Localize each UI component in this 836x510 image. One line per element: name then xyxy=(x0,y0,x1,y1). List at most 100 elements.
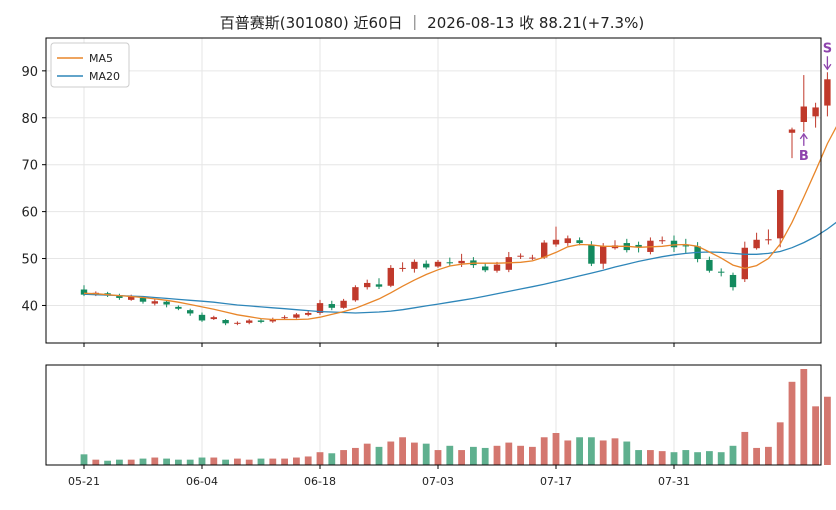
candle-body xyxy=(80,289,88,295)
volume-bar xyxy=(529,446,536,465)
volume-bar xyxy=(635,450,642,465)
candle-body xyxy=(128,297,135,300)
volume-bar xyxy=(422,443,430,465)
candle-body xyxy=(139,297,147,302)
sell-signal-label: S xyxy=(823,41,832,56)
volume-bar xyxy=(694,452,701,465)
x-tick-label: 06-18 xyxy=(304,475,336,488)
y-tick-label: 60 xyxy=(21,206,38,221)
ma20-line xyxy=(83,221,836,314)
price-frame xyxy=(45,37,822,344)
volume-bar xyxy=(116,459,123,465)
candle-body xyxy=(600,246,607,264)
volume-bar xyxy=(222,459,229,465)
candle-body xyxy=(328,304,335,308)
x-tick-label: 07-31 xyxy=(658,475,690,488)
candle-body xyxy=(682,245,689,247)
volume-bar xyxy=(363,443,371,465)
volume-bar xyxy=(682,450,690,465)
volume-bar xyxy=(151,457,159,465)
candle-body xyxy=(316,303,324,313)
x-tick-label: 06-04 xyxy=(186,475,218,488)
candle-body xyxy=(269,319,276,322)
candle-body xyxy=(434,261,442,267)
candle-body xyxy=(517,255,524,257)
chart-title: 百普赛斯(301080) 近60日 ｜ 2026-08-13 收 88.21(+… xyxy=(220,14,644,32)
candle-body xyxy=(163,301,170,305)
volume-bar xyxy=(127,459,135,465)
volume-bar xyxy=(481,447,489,465)
candle-body xyxy=(375,284,383,287)
volume-bar xyxy=(186,459,194,465)
candle-body xyxy=(824,79,831,106)
candle-body xyxy=(187,310,194,314)
volume-bar xyxy=(458,450,465,465)
candle-body xyxy=(411,261,418,269)
candle-body xyxy=(788,129,796,133)
volume-bar xyxy=(293,457,300,465)
candle-body xyxy=(659,240,666,242)
volume-bar xyxy=(540,437,548,465)
volume-bar xyxy=(411,442,418,465)
volume-bar xyxy=(670,452,678,465)
y-tick-label: 40 xyxy=(21,299,38,314)
volume-bar xyxy=(375,446,383,465)
volume-bar xyxy=(399,437,406,465)
volume-bar xyxy=(316,452,324,465)
volume-bar xyxy=(812,406,819,465)
candle-body xyxy=(541,242,548,258)
candle-body xyxy=(812,107,819,117)
candle-body xyxy=(576,240,583,244)
x-tick-label: 05-21 xyxy=(68,475,100,488)
volume-bar xyxy=(163,458,170,465)
x-tick-label: 07-03 xyxy=(422,475,454,488)
candle-body xyxy=(399,267,406,269)
candle-body xyxy=(352,287,359,301)
volume-bar xyxy=(824,396,831,465)
candle-body xyxy=(493,264,501,271)
candle-body xyxy=(234,322,241,324)
ma5-line xyxy=(83,126,836,321)
y-tick-label: 70 xyxy=(21,159,38,174)
price-panel: B S 40 50 60 70 80 90 MA5 MA20 xyxy=(21,37,836,347)
volume-bar xyxy=(80,454,88,465)
volume-bar xyxy=(706,451,713,465)
candle-body xyxy=(635,244,642,247)
legend-label: MA20 xyxy=(89,70,120,83)
candle-body xyxy=(588,244,595,264)
y-tick-label: 80 xyxy=(21,112,38,127)
volume-bar xyxy=(776,422,784,465)
volume-bar xyxy=(269,458,277,465)
volume-bar xyxy=(623,441,631,465)
volume-bar xyxy=(281,458,288,465)
legend-label: MA5 xyxy=(89,52,113,65)
volume-bar xyxy=(387,441,395,465)
candle-body xyxy=(423,263,430,268)
volume-bar xyxy=(234,458,241,465)
candle-body xyxy=(293,314,300,318)
volume-bar xyxy=(104,460,111,465)
volume-frame xyxy=(45,364,822,466)
candle-body xyxy=(198,314,206,321)
candle-body xyxy=(729,274,737,288)
candle-body xyxy=(718,271,725,273)
volume-bar xyxy=(470,446,477,465)
candle-body xyxy=(210,317,217,320)
candle-body xyxy=(257,320,265,322)
candle-body xyxy=(482,266,489,271)
volume-bar xyxy=(340,450,347,465)
volume-bar xyxy=(505,442,513,465)
volume-bar xyxy=(328,453,336,465)
volume-bar xyxy=(717,452,725,465)
candle-body xyxy=(175,306,182,309)
volume-bar xyxy=(765,446,772,465)
volume-bar xyxy=(788,381,796,465)
buy-signal-label: B xyxy=(799,149,809,164)
volume-bar xyxy=(800,369,808,465)
candle-body xyxy=(116,295,123,298)
y-tick-label: 90 xyxy=(21,65,38,80)
volume-bar xyxy=(257,458,265,465)
volume-bar xyxy=(647,450,654,465)
